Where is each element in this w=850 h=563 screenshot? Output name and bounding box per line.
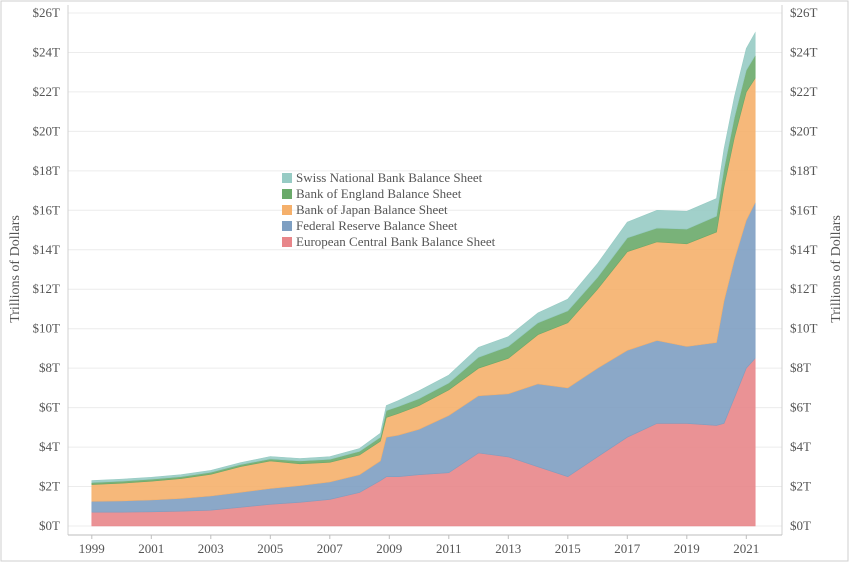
area-swiss-national-bank-balance-sheet	[91, 31, 756, 483]
y-tick-label-right: $24T	[790, 44, 818, 59]
legend-label: Swiss National Bank Balance Sheet	[296, 170, 483, 185]
y-tick-label-right: $8T	[790, 360, 811, 375]
y-tick-label-right: $10T	[790, 321, 818, 336]
y-tick-label-right: $4T	[790, 439, 811, 454]
y-tick-label-right: $22T	[790, 84, 818, 99]
y-tick-label-right: $20T	[790, 123, 818, 138]
legend-swatch	[282, 237, 292, 247]
y-tick-label-right: $2T	[790, 479, 811, 494]
y-tick-label-left: $2T	[39, 479, 60, 494]
legend-item: Bank of England Balance Sheet	[282, 186, 495, 202]
x-tick-label: 1999	[79, 541, 105, 556]
y-tick-label-right: $16T	[790, 202, 818, 217]
x-tick-label: 2021	[733, 541, 759, 556]
y-axis-title-left: Trillions of Dollars	[8, 215, 23, 323]
y-tick-label-right: $12T	[790, 281, 818, 296]
legend-label: Bank of Japan Balance Sheet	[296, 202, 448, 217]
legend: Swiss National Bank Balance Sheet Bank of…	[282, 170, 495, 250]
y-tick-label-left: $20T	[33, 123, 61, 138]
x-tick-label: 2007	[317, 541, 344, 556]
x-tick-label: 2011	[436, 541, 462, 556]
legend-label: Bank of England Balance Sheet	[296, 186, 462, 201]
x-tick-label: 2005	[257, 541, 283, 556]
y-tick-label-left: $16T	[33, 202, 61, 217]
y-tick-label-left: $4T	[39, 439, 60, 454]
x-tick-label: 2009	[376, 541, 402, 556]
y-tick-label-left: $12T	[33, 281, 61, 296]
y-tick-label-left: $24T	[33, 44, 61, 59]
legend-swatch	[282, 173, 292, 183]
legend-item: Bank of Japan Balance Sheet	[282, 202, 495, 218]
y-tick-label-left: $0T	[39, 518, 60, 533]
x-tick-label: 2001	[138, 541, 164, 556]
legend-swatch	[282, 221, 292, 231]
y-tick-label-left: $14T	[33, 242, 61, 257]
legend-swatch	[282, 205, 292, 215]
legend-item: European Central Bank Balance Sheet	[282, 234, 495, 250]
x-tick-label: 2017	[614, 541, 641, 556]
y-tick-label-left: $26T	[33, 5, 61, 20]
y-tick-label-right: $18T	[790, 163, 818, 178]
y-tick-label-right: $26T	[790, 5, 818, 20]
y-axis-title-right: Trillions of Dollars	[829, 215, 844, 323]
y-tick-label-left: $6T	[39, 400, 60, 415]
y-tick-label-right: $0T	[790, 518, 811, 533]
y-tick-label-left: $22T	[33, 84, 61, 99]
x-tick-label: 2019	[674, 541, 700, 556]
y-tick-label-left: $8T	[39, 360, 60, 375]
x-tick-label: 2013	[495, 541, 521, 556]
y-tick-label-right: $14T	[790, 242, 818, 257]
y-tick-label-right: $6T	[790, 400, 811, 415]
legend-swatch	[282, 189, 292, 199]
x-tick-label: 2015	[555, 541, 581, 556]
y-tick-label-left: $18T	[33, 163, 61, 178]
legend-item: Federal Reserve Balance Sheet	[282, 218, 495, 234]
legend-item: Swiss National Bank Balance Sheet	[282, 170, 495, 186]
legend-label: Federal Reserve Balance Sheet	[296, 218, 458, 233]
legend-label: European Central Bank Balance Sheet	[296, 234, 496, 249]
x-tick-label: 2003	[198, 541, 224, 556]
y-tick-label-left: $10T	[33, 321, 61, 336]
